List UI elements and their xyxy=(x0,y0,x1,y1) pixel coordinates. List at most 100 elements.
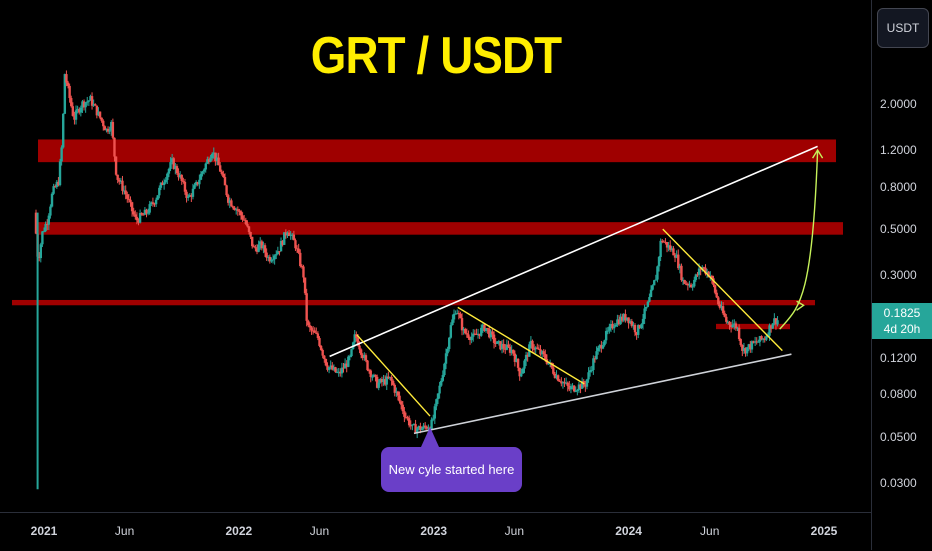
candle-body xyxy=(467,334,470,339)
candle-body xyxy=(659,240,662,257)
candle-body xyxy=(572,385,576,392)
candle-body xyxy=(726,321,730,323)
candle-body xyxy=(52,186,55,194)
candle-body xyxy=(769,325,773,329)
candle-body xyxy=(540,351,544,355)
candle-body xyxy=(383,379,387,385)
price-axis[interactable] xyxy=(871,0,932,550)
candle-body xyxy=(377,382,380,388)
candle-body xyxy=(113,137,116,157)
candle-body xyxy=(55,181,59,187)
candle-body xyxy=(446,348,449,354)
candle-body xyxy=(406,417,409,419)
candle-body xyxy=(747,344,750,348)
candle-body xyxy=(214,152,217,162)
candle-body xyxy=(512,349,515,354)
candle-body xyxy=(603,340,606,346)
candle-body xyxy=(497,341,501,343)
candle-body xyxy=(302,266,305,278)
candle-body xyxy=(717,297,720,305)
candle-body xyxy=(292,234,296,241)
candle-body xyxy=(633,324,637,333)
candle-body xyxy=(612,326,616,329)
time-axis[interactable] xyxy=(0,512,871,551)
candle-body xyxy=(742,348,746,351)
candle-body xyxy=(284,232,288,236)
candle-body xyxy=(153,203,156,205)
candle-body xyxy=(375,376,379,388)
time-tick-label: Jun xyxy=(700,524,720,538)
candle-body xyxy=(718,304,722,308)
candle-body xyxy=(156,195,159,200)
candle-body xyxy=(760,336,763,340)
candle-body xyxy=(617,319,621,325)
price-tick-label: 1.2000 xyxy=(880,143,917,158)
candle-body xyxy=(696,274,699,276)
candle-body xyxy=(596,347,600,352)
candle-body xyxy=(118,179,121,182)
candle-body xyxy=(150,202,153,205)
candle-body xyxy=(119,180,123,182)
candle-body xyxy=(148,204,151,213)
candle-body xyxy=(632,324,635,327)
candle-body xyxy=(403,411,406,417)
candle-body xyxy=(190,195,193,197)
candle-body xyxy=(380,378,384,383)
candle-body xyxy=(175,166,179,174)
candle-body xyxy=(616,319,619,325)
candle-body xyxy=(488,328,491,338)
candle-body xyxy=(218,165,222,172)
candle-body xyxy=(590,370,593,372)
callout-new-cycle: New cyle started here xyxy=(381,447,522,492)
candle-body xyxy=(407,418,411,426)
candle-body xyxy=(478,333,481,336)
resistance-zones xyxy=(12,139,843,330)
candle-body xyxy=(324,358,328,366)
candle-body xyxy=(492,334,496,343)
candle-body xyxy=(185,191,188,198)
candle-body xyxy=(57,181,60,186)
candle-body xyxy=(396,391,400,396)
candle-body xyxy=(87,100,91,102)
candle-body xyxy=(202,169,206,172)
candle-body xyxy=(629,321,632,324)
candle-body xyxy=(252,246,256,248)
candle-body xyxy=(339,371,342,374)
candle-body xyxy=(71,106,75,116)
candle-body xyxy=(419,426,422,431)
candle-body xyxy=(355,334,358,338)
candle-body xyxy=(63,74,67,114)
candle-body xyxy=(204,163,207,170)
candle-body xyxy=(673,255,677,258)
candle-body xyxy=(255,248,259,252)
resistance-zone xyxy=(716,323,790,330)
candle-body xyxy=(162,182,166,186)
candle-body xyxy=(593,358,597,360)
price-tick-label: 0.0500 xyxy=(880,429,917,444)
candle-body xyxy=(215,157,219,162)
candle-body xyxy=(550,362,553,368)
candle-body xyxy=(693,279,696,287)
candle-body xyxy=(552,367,555,374)
candle-body xyxy=(707,271,710,277)
candle-body xyxy=(643,308,646,319)
candle-body xyxy=(438,385,441,394)
candle-body xyxy=(151,202,155,204)
candle-body xyxy=(460,318,464,331)
candle-body xyxy=(664,241,667,243)
candle-body xyxy=(287,232,291,237)
candle-body xyxy=(129,199,132,203)
currency-button[interactable]: USDT xyxy=(877,8,929,48)
price-chart[interactable] xyxy=(0,0,871,512)
candle-body xyxy=(713,285,717,293)
candle-body xyxy=(510,349,513,353)
candle-body xyxy=(84,102,87,108)
candle-body xyxy=(382,379,385,383)
candle-body xyxy=(758,336,762,342)
candle-body xyxy=(391,380,395,385)
candle-body xyxy=(209,158,212,162)
candle-body xyxy=(580,381,584,389)
candle-body xyxy=(335,371,339,373)
candle-body xyxy=(265,252,268,258)
candle-body xyxy=(627,317,630,324)
